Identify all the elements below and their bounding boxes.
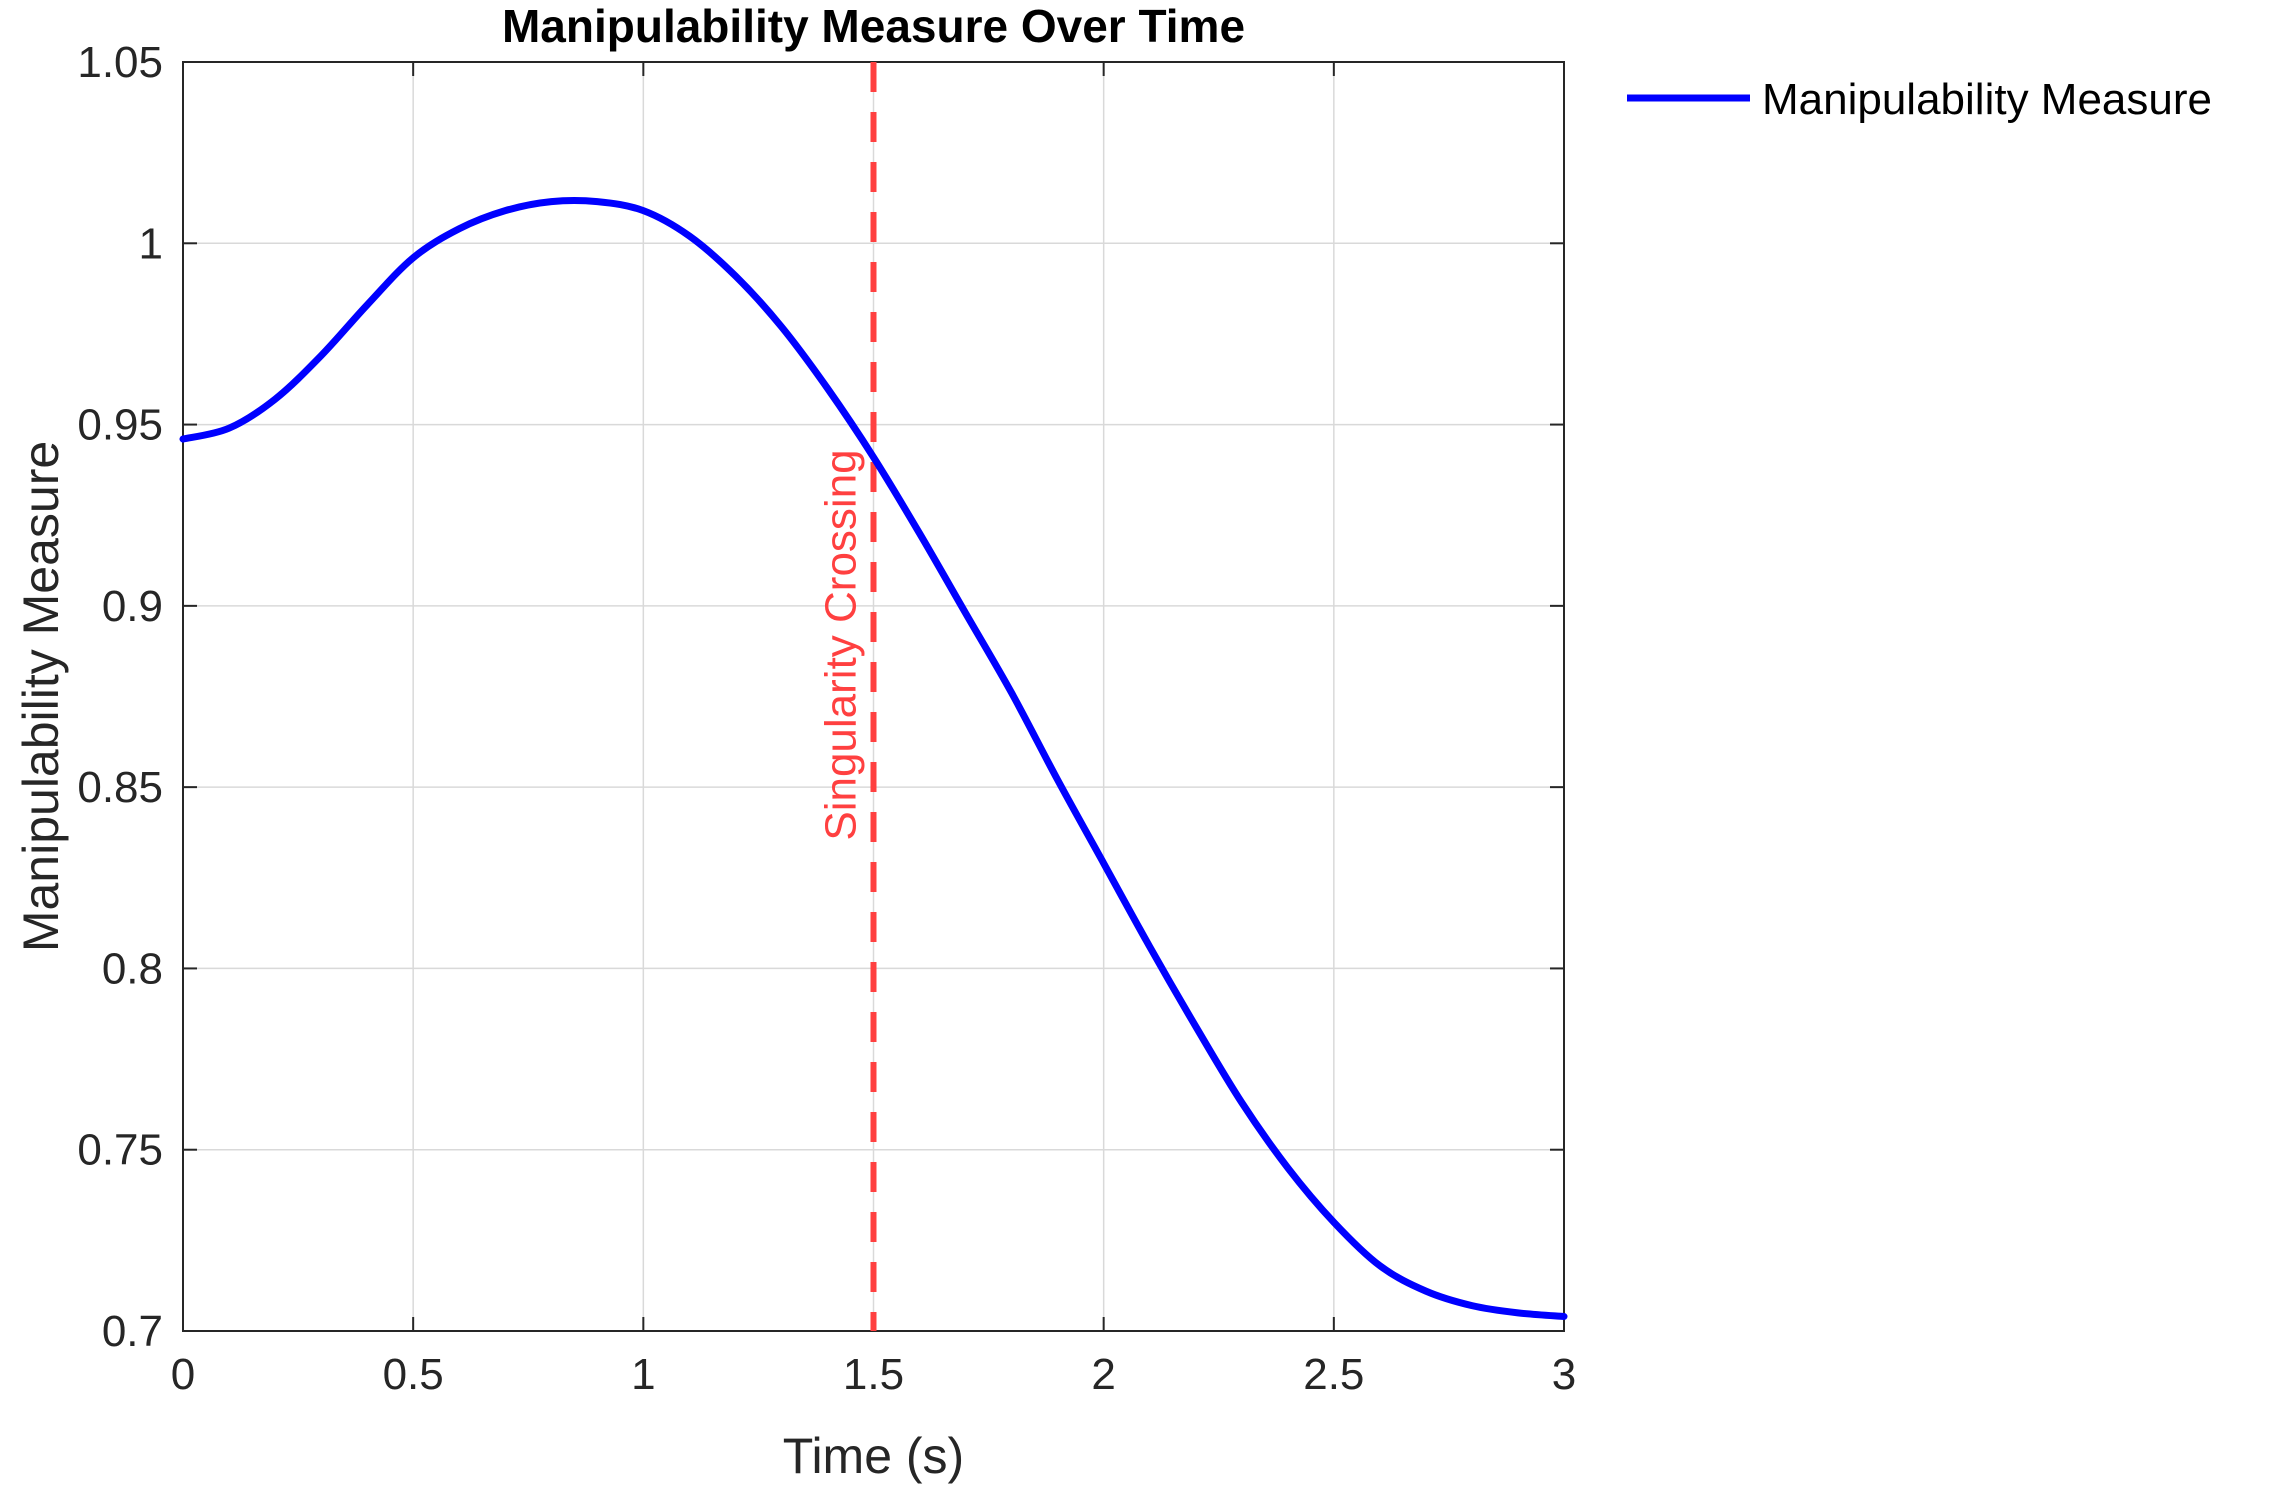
x-tick-label: 0.5 — [383, 1350, 444, 1399]
series-line — [179, 196, 1568, 1320]
legend: Manipulability Measure — [1627, 75, 2212, 124]
singularity-label: Singularity Crossing — [817, 449, 866, 840]
legend-label: Manipulability Measure — [1762, 75, 2212, 124]
chart-title: Manipulability Measure Over Time — [502, 0, 1245, 52]
series — [179, 196, 1568, 1320]
y-tick-label: 0.85 — [77, 763, 163, 812]
y-axis-label: Manipulability Measure — [13, 441, 69, 952]
y-tick-label: 0.95 — [77, 401, 163, 450]
annotations: Singularity Crossing — [817, 62, 877, 1331]
x-tick-label: 1.5 — [843, 1350, 904, 1399]
x-tick-label: 0 — [171, 1350, 195, 1399]
x-tick-label: 2 — [1091, 1350, 1115, 1399]
y-tick-label: 0.75 — [77, 1126, 163, 1175]
y-tick-label: 1 — [139, 219, 163, 268]
ticks: 0 0.5 1 1.5 2 2.5 3 0.7 0.75 0.8 0.85 0.9 0.95 1 1.05 — [77, 38, 1576, 1399]
y-tick-label: 0.8 — [102, 944, 163, 993]
y-tick-label: 1.05 — [77, 38, 163, 87]
y-tick-label: 0.9 — [102, 582, 163, 631]
y-tick-label: 0.7 — [102, 1307, 163, 1356]
x-tick-label: 1 — [631, 1350, 655, 1399]
x-tick-label: 2.5 — [1303, 1350, 1364, 1399]
x-tick-label: 3 — [1552, 1350, 1576, 1399]
x-axis-label: Time (s) — [783, 1428, 964, 1484]
